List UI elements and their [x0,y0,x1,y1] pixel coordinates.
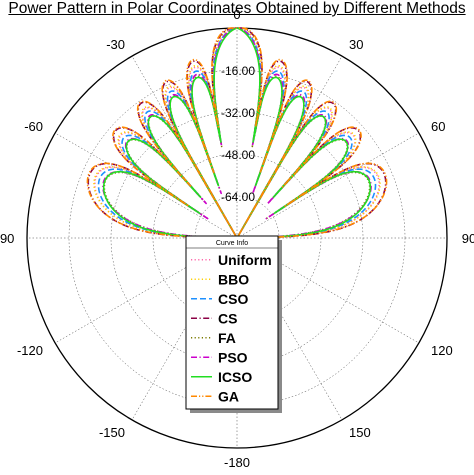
series-curve-bbo [93,27,381,239]
legend-label-ga: GA [218,388,239,404]
angle-tick-label: 60 [431,119,445,134]
angle-tick-label: 120 [431,343,453,358]
angle-tick-labels: 0 30 60 90 120 150 -180 -150 -120 -90 -60 -30 [0,7,474,470]
radial-tick-label: -64.00 [221,190,255,204]
angle-tick-label: 30 [349,37,363,52]
radial-tick-label: -48.00 [221,148,255,162]
series-curve-icso [102,27,372,239]
angle-tick-label: -90 [0,231,14,246]
legend-title: Curve Info [216,240,248,247]
radial-tick-label: -32.00 [221,106,255,120]
legend-label-icso: ICSO [218,369,252,385]
radial-tick-label: -16.00 [221,64,255,78]
angle-tick-label: 90 [462,231,474,246]
legend-label-fa: FA [218,330,236,346]
angle-tick-label: 150 [349,425,371,440]
legend-label-bbo: BBO [218,271,249,287]
legend: Curve Info Uniform BBO CSO CS FA PSO ICSO GA [185,235,282,413]
angle-tick-label: -60 [24,119,43,134]
series-curves [86,27,388,239]
angle-tick-label: -120 [17,343,43,358]
angle-tick-label: -30 [106,37,125,52]
series-curve-ga [86,27,388,239]
legend-label-cso: CSO [218,291,248,307]
angle-spoke [55,132,238,239]
legend-box [185,235,279,410]
legend-label-uniform: Uniform [218,252,272,268]
angle-tick-label: -180 [224,455,250,470]
angle-spoke [236,132,419,239]
legend-label-pso: PSO [218,349,248,365]
angle-tick-label: 0 [233,7,240,22]
radial-tick-labels: -16.00 -32.00 -48.00 -64.00 [221,64,255,204]
legend-label-cs: CS [218,310,237,326]
chart-title: Power Pattern in Polar Coordinates Obtai… [8,0,466,17]
angle-tick-label: -150 [99,425,125,440]
